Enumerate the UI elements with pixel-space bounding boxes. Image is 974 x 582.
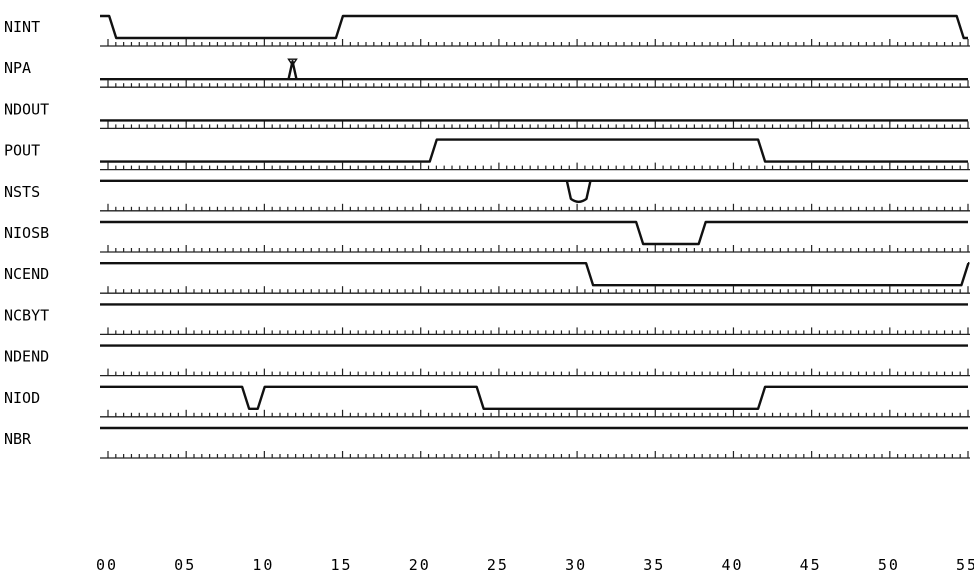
- signal-label: NSTS: [4, 183, 40, 201]
- signal-label: NIOD: [4, 389, 40, 407]
- waveform: [100, 262, 970, 287]
- time-axis-label: 45: [800, 556, 822, 574]
- time-axis-label: 35: [643, 556, 665, 574]
- signal-label: NCBYT: [4, 306, 49, 324]
- signal-row-niosb: NIOSB: [4, 220, 970, 253]
- signal-label: POUT: [4, 142, 40, 160]
- signal-label: NCEND: [4, 265, 49, 283]
- time-axis-label: 15: [331, 556, 353, 574]
- signal-label: NBR: [4, 430, 32, 448]
- time-axis-label: 00: [96, 556, 118, 574]
- signal-row-nsts: NSTS: [4, 179, 970, 212]
- spike-pulse: [287, 60, 298, 80]
- signal-row-ndend: NDEND: [4, 344, 970, 377]
- signal-row-nbr: NBR: [4, 426, 970, 459]
- waveform: [100, 385, 968, 410]
- waveform: [100, 14, 968, 40]
- signal-row-nint: NINT: [4, 14, 970, 47]
- time-axis-label: 40: [721, 556, 743, 574]
- signal-label: NINT: [4, 18, 40, 36]
- time-axis-label: 55: [956, 556, 974, 574]
- signal-row-ncbyt: NCBYT: [4, 303, 970, 336]
- waveform: [100, 138, 968, 163]
- time-axis-label: 50: [878, 556, 900, 574]
- signal-row-ncend: NCEND: [4, 262, 970, 294]
- signal-row-pout: POUT: [4, 138, 970, 171]
- signal-label: NDOUT: [4, 100, 49, 118]
- signal-label: NPA: [4, 59, 31, 77]
- time-axis-label: 25: [487, 556, 509, 574]
- time-axis-label: 30: [565, 556, 587, 574]
- time-axis-label: 20: [409, 556, 431, 574]
- waveform: [100, 220, 968, 246]
- low-pulse: [565, 180, 592, 203]
- time-axis-label: 10: [252, 556, 274, 574]
- signal-label: NDEND: [4, 348, 49, 366]
- spike-marker: [287, 58, 298, 67]
- signal-row-ndout: NDOUT: [4, 100, 970, 130]
- time-axis-label: 05: [174, 556, 196, 574]
- time-axis: 00 05 10 15 20 25 30 35 40 45 50 55: [96, 556, 974, 574]
- signal-row-npa: NPA: [4, 58, 970, 88]
- signal-label: NIOSB: [4, 224, 49, 242]
- signal-row-niod: NIOD: [4, 385, 970, 418]
